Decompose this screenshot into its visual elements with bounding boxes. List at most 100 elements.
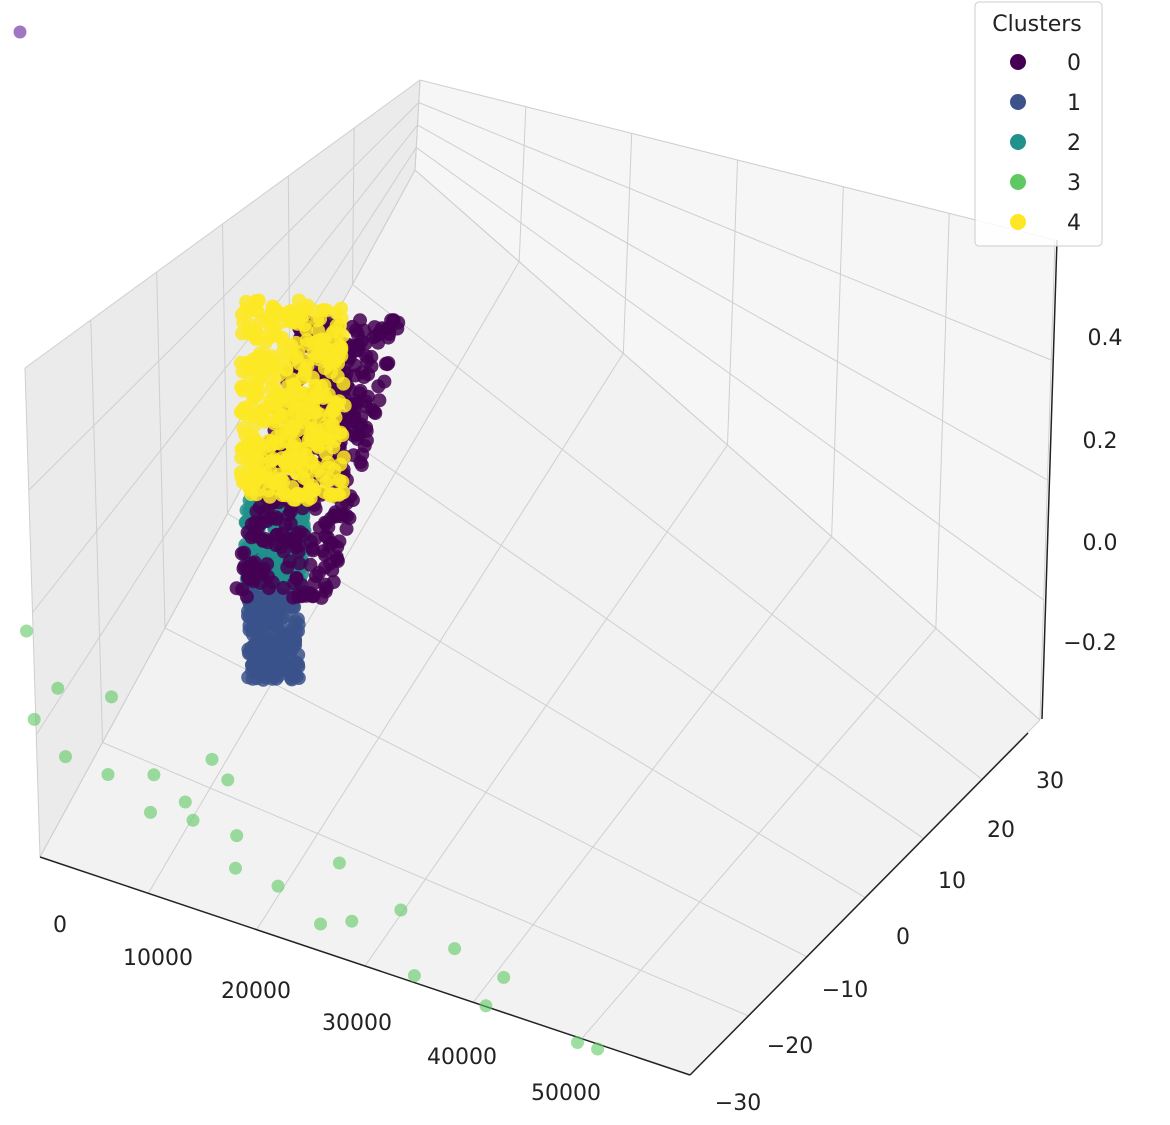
data-point-cluster-4 — [331, 326, 346, 341]
x-tick-label: 50000 — [531, 1081, 601, 1106]
data-point-cluster-4 — [242, 326, 257, 341]
legend-label: 3 — [1067, 171, 1081, 196]
data-point-cluster-3 — [229, 861, 242, 875]
data-point-cluster-0 — [256, 561, 271, 576]
legend-label: 1 — [1067, 91, 1081, 116]
data-point-cluster-0 — [347, 339, 362, 354]
data-point-cluster-4 — [249, 487, 264, 502]
data-point-cluster-0 — [371, 379, 386, 394]
data-point-cluster-0 — [306, 543, 320, 558]
data-point-cluster-3 — [479, 999, 493, 1013]
data-point-cluster-4 — [319, 474, 334, 489]
data-point-cluster-4 — [310, 313, 325, 328]
data-point-cluster-0 — [296, 527, 311, 542]
data-point-cluster-4 — [262, 489, 277, 504]
data-point-cluster-0 — [359, 349, 374, 364]
data-point-cluster-3 — [20, 624, 33, 638]
data-point-cluster-4 — [335, 428, 350, 443]
data-point-cluster-4 — [304, 455, 319, 470]
grid-line-z — [35, 146, 1045, 736]
data-point-cluster-4 — [241, 447, 256, 462]
data-point-cluster-4 — [296, 302, 311, 317]
legend-title: Clusters — [992, 12, 1082, 37]
data-point-cluster-4 — [293, 385, 307, 400]
data-point-cluster-0 — [342, 511, 357, 526]
x-tick-label: 10000 — [123, 946, 193, 971]
data-point-cluster-4 — [297, 367, 312, 382]
data-point-cluster-0 — [289, 570, 304, 585]
data-point-cluster-3 — [271, 879, 285, 893]
data-point-cluster-4 — [300, 472, 314, 487]
data-point-cluster-3 — [407, 969, 421, 983]
data-point-cluster-4 — [287, 450, 302, 465]
data-point-cluster-4 — [266, 377, 281, 392]
data-point-cluster-4 — [289, 349, 304, 364]
data-point-cluster-0 — [329, 509, 344, 524]
data-point-cluster-0 — [339, 521, 354, 536]
grid-line-z — [32, 124, 1048, 613]
data-point-cluster-4 — [248, 303, 263, 318]
data-point-cluster-0 — [274, 539, 289, 554]
grid-line-floor-y — [289, 398, 924, 839]
data-point-cluster-3 — [332, 856, 346, 870]
data-point-cluster-4 — [249, 388, 264, 403]
data-point-cluster-0 — [229, 581, 244, 596]
grid-line-floor-y — [352, 284, 982, 780]
y-tick-label: 0 — [896, 925, 910, 950]
y-tick-label: −20 — [767, 1034, 813, 1059]
y-axis-line — [689, 732, 1029, 1076]
data-point-cluster-4 — [299, 333, 314, 347]
legend-marker — [1010, 94, 1026, 110]
data-point-cluster-0 — [359, 433, 374, 448]
data-point-cluster-4 — [311, 323, 326, 338]
stray-data-point — [13, 25, 27, 39]
data-point-cluster-4 — [276, 485, 291, 500]
data-point-cluster-3 — [314, 917, 327, 931]
data-point-cluster-4 — [253, 456, 268, 471]
data-point-cluster-1 — [252, 666, 267, 681]
data-point-cluster-4 — [327, 395, 342, 410]
y-tick-label: −10 — [822, 978, 868, 1003]
data-point-cluster-0 — [256, 533, 270, 548]
data-point-cluster-0 — [318, 548, 333, 563]
data-point-cluster-0 — [391, 315, 406, 330]
data-point-cluster-4 — [299, 322, 314, 337]
data-point-cluster-4 — [259, 471, 274, 485]
data-point-cluster-1 — [263, 660, 278, 675]
data-point-cluster-1 — [278, 636, 293, 651]
data-point-cluster-0 — [291, 589, 305, 604]
data-point-cluster-4 — [308, 379, 323, 394]
data-point-cluster-4 — [279, 362, 294, 376]
data-point-cluster-4 — [336, 485, 351, 500]
data-point-cluster-0 — [314, 590, 329, 605]
z-tick-label: −0.2 — [1063, 631, 1116, 656]
data-point-cluster-3 — [51, 681, 65, 695]
z-tick-label: 0.0 — [1083, 531, 1118, 556]
z-tick-label: 0.2 — [1083, 429, 1118, 454]
data-point-cluster-4 — [269, 328, 284, 343]
data-point-cluster-4 — [284, 418, 299, 433]
data-point-cluster-1 — [241, 670, 256, 685]
data-point-cluster-4 — [249, 468, 264, 483]
left-pane — [25, 80, 420, 857]
data-point-cluster-1 — [291, 671, 306, 685]
data-point-cluster-3 — [571, 1036, 584, 1049]
data-point-cluster-4 — [234, 380, 249, 395]
data-point-cluster-0 — [280, 560, 295, 575]
data-point-cluster-4 — [306, 392, 321, 407]
data-point-cluster-0 — [250, 521, 265, 536]
legend-marker — [1010, 134, 1026, 150]
data-point-cluster-0 — [330, 554, 345, 568]
data-points — [13, 25, 605, 1056]
data-point-cluster-4 — [265, 434, 280, 449]
data-point-cluster-4 — [282, 313, 297, 327]
data-point-cluster-3 — [147, 768, 161, 782]
legend-marker — [1010, 174, 1026, 190]
data-point-cluster-0 — [307, 576, 322, 591]
data-point-cluster-4 — [253, 355, 268, 369]
x-tick-label: 40000 — [427, 1045, 497, 1070]
data-point-cluster-0 — [318, 577, 333, 592]
data-point-cluster-0 — [369, 328, 384, 343]
data-point-cluster-4 — [272, 467, 287, 482]
data-point-cluster-4 — [288, 463, 303, 478]
